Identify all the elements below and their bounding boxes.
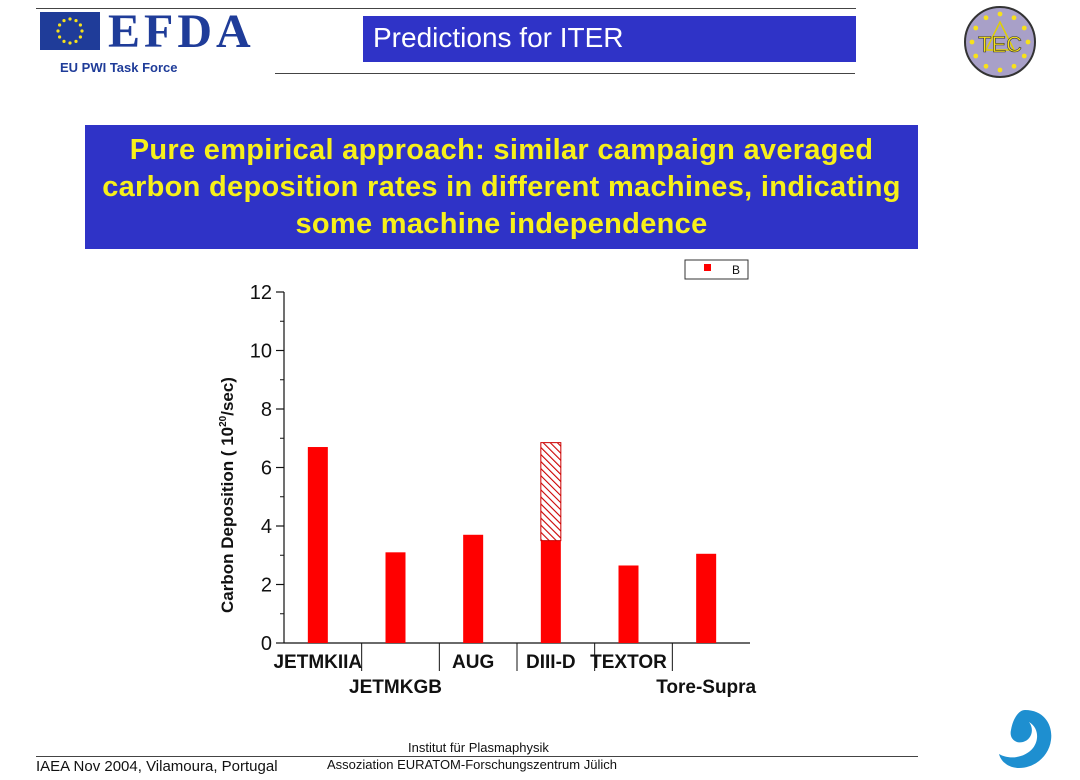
footer-rule	[36, 756, 918, 757]
x-tick-label: DIII-D	[526, 652, 576, 673]
y-tick-label: 2	[261, 575, 272, 597]
footer-conference: IAEA Nov 2004, Vilamoura, Portugal	[36, 758, 278, 775]
tec-logo-text: TEC	[978, 32, 1022, 57]
legend-swatch	[704, 264, 711, 271]
y-tick-label: 0	[261, 633, 272, 655]
tec-star	[1011, 63, 1017, 69]
footer-institute: Institut für Plasmaphysik	[408, 740, 549, 755]
tec-star	[983, 15, 989, 21]
x-tick-label: JETMKGB	[349, 677, 442, 698]
chart-legend: B	[684, 259, 749, 280]
x-tick-label: Tore-Supra	[656, 677, 756, 698]
bar-textor	[618, 565, 639, 643]
title-rule	[275, 73, 855, 74]
efda-logo: EFDA	[108, 5, 255, 58]
flag-star	[80, 29, 84, 33]
chart-bars	[307, 442, 717, 671]
y-tick-label: 8	[261, 399, 272, 421]
legend-box	[684, 259, 749, 280]
tec-star	[973, 53, 979, 59]
x-tick-label: JETMKIIA	[273, 652, 362, 673]
tec-star	[973, 25, 979, 31]
tec-star	[997, 67, 1003, 73]
tec-star	[1021, 25, 1027, 31]
flag-star	[78, 23, 82, 27]
flag-star	[56, 29, 60, 33]
tec-star	[969, 39, 975, 45]
bar-extra-diii-d	[540, 442, 562, 542]
title-banner	[363, 16, 856, 62]
tec-star	[1021, 53, 1027, 59]
tec-star	[983, 63, 989, 69]
tec-star	[1011, 15, 1017, 21]
bar-diii-d	[540, 540, 561, 643]
slide-title: Predictions for ITER	[373, 22, 624, 53]
flag-star	[58, 35, 62, 39]
task-force-label: EU PWI Task Force	[60, 60, 178, 75]
legend-label: B	[732, 263, 740, 277]
bar-tore-supra	[696, 553, 717, 643]
tec-logo-icon: TEC	[964, 6, 1036, 78]
deposition-bar-chart: 0 2 4 6 8 10 12 JETMKIIA JETMKGB AUG DIII-D TEXTOR…	[218, 259, 757, 698]
footer-association: Assoziation EURATOM-Forschungszentrum Jü…	[327, 757, 617, 772]
bar-jetmkiia	[307, 447, 328, 643]
tec-star	[1025, 39, 1031, 45]
flag-star	[62, 39, 66, 43]
bar-aug	[463, 534, 484, 643]
y-tick-label: 10	[250, 341, 272, 363]
tec-star	[997, 11, 1003, 17]
y-tick-label: 12	[250, 282, 272, 304]
y-tick-label: 4	[261, 516, 272, 538]
eu-flag-icon	[40, 12, 100, 50]
flag-star	[68, 17, 72, 21]
flag-star	[74, 39, 78, 43]
y-tick-label: 6	[261, 458, 272, 480]
x-tick-label: AUG	[452, 652, 494, 673]
flag-star	[62, 19, 66, 23]
y-axis-label: Carbon Deposition ( 1020/sec)	[218, 377, 237, 613]
fz-juelich-logo-icon	[999, 710, 1052, 768]
x-tick-label: TEXTOR	[590, 652, 667, 673]
header-rule	[36, 8, 856, 9]
flag-star	[74, 19, 78, 23]
headline-banner: Pure empirical approach: similar campaig…	[85, 125, 918, 249]
chart-category-labels: JETMKIIA JETMKGB AUG DIII-D TEXTOR Tore-Supra	[273, 652, 756, 698]
flag-star	[78, 35, 82, 39]
flag-star	[58, 23, 62, 27]
bar-jetmkgb	[385, 552, 406, 643]
flag-star	[68, 41, 72, 45]
